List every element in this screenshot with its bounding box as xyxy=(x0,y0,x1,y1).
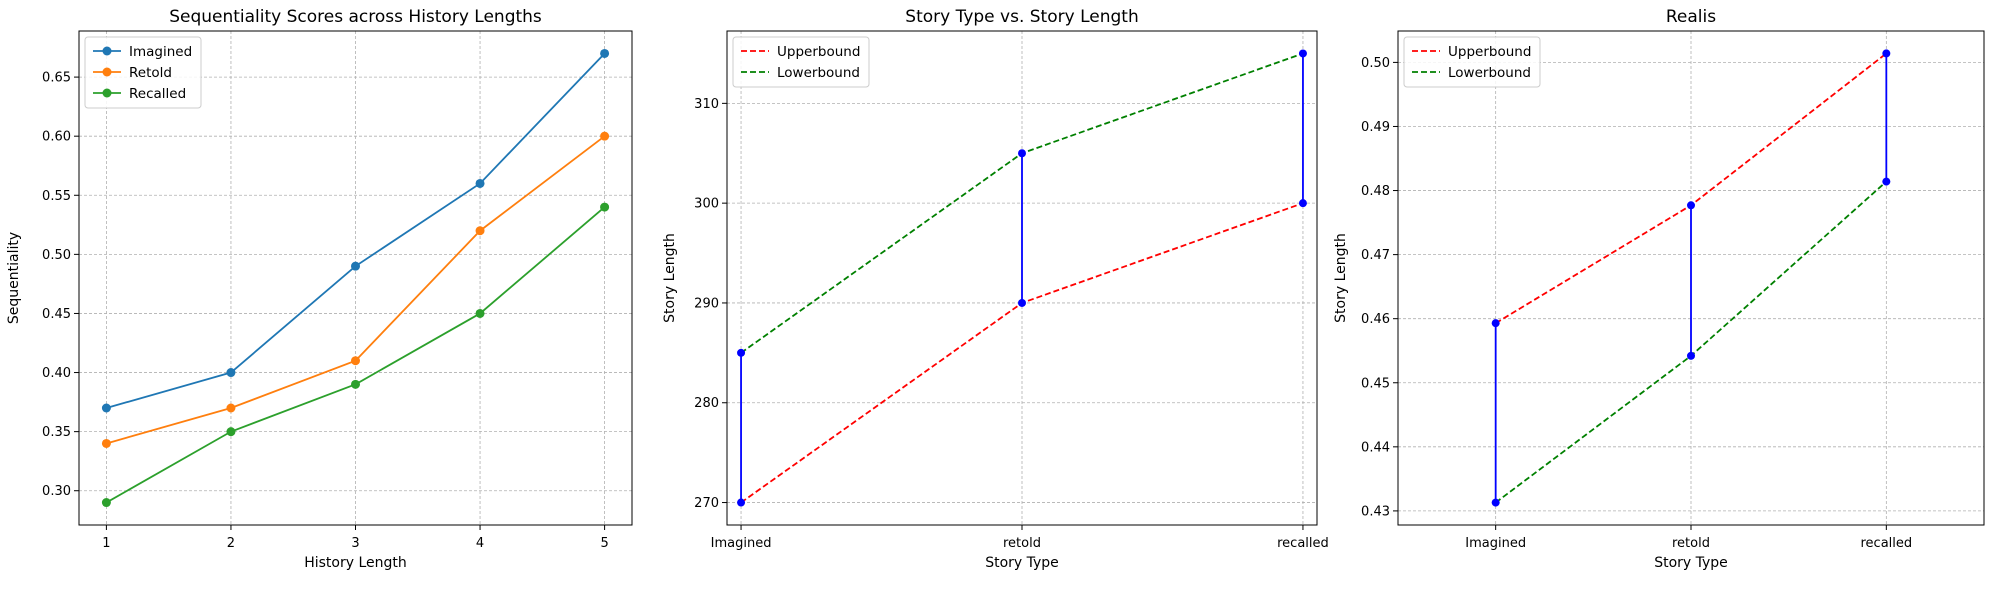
y-tick-label: 0.48 xyxy=(1361,184,1390,199)
y-tick-label: 0.50 xyxy=(1361,56,1390,71)
data-point xyxy=(737,348,746,357)
legend xyxy=(84,36,202,109)
legend-label: Recalled xyxy=(129,86,186,102)
y-tick-label: 0.43 xyxy=(1361,504,1390,519)
data-point xyxy=(1687,351,1695,360)
y-axis-label: Story Length xyxy=(1333,233,1349,323)
chart-3: Imagined retold recalled 0.43 0.44 0.45 0.46 0.… xyxy=(1333,7,1985,571)
y-tick-label: 0.35 xyxy=(42,425,71,440)
x-tick-label: 5 xyxy=(600,536,608,551)
x-tick-label: Imagined xyxy=(711,536,772,551)
y-tick-label: 0.60 xyxy=(42,130,71,145)
y-tick-label: 280 xyxy=(694,396,719,411)
y-tick-label: 0.45 xyxy=(1361,376,1390,391)
x-tick-label: 2 xyxy=(227,536,235,551)
data-point-imagined xyxy=(600,48,610,58)
data-point xyxy=(1882,177,1891,186)
legend-marker xyxy=(102,46,112,56)
legend xyxy=(1403,36,1541,88)
legend-label: Retold xyxy=(129,65,172,81)
x-tick-label: Imagined xyxy=(1465,536,1526,551)
data-point xyxy=(737,498,746,507)
legend xyxy=(732,36,870,88)
y-tick-label: 0.30 xyxy=(42,484,71,499)
chart-title: Realis xyxy=(1666,7,1716,27)
data-point-retold xyxy=(226,403,236,413)
y-tick-label: 0.47 xyxy=(1361,248,1390,263)
y-tick-label: 0.46 xyxy=(1361,312,1390,327)
data-point-retold xyxy=(351,356,360,366)
legend-label: Imagined xyxy=(129,44,192,60)
chart-title: Story Type vs. Story Length xyxy=(905,7,1138,27)
x-axis-label: Story Type xyxy=(1654,555,1728,571)
data-point-retold xyxy=(600,131,610,141)
data-point xyxy=(1687,201,1695,210)
y-tick-label: 0.45 xyxy=(42,307,71,322)
data-point-recalled xyxy=(101,498,111,508)
y-tick-label: 0.65 xyxy=(42,71,71,86)
chart-2: Imagined retold recalled 270 280 290 300 310 Sto… xyxy=(662,7,1329,571)
data-point-recalled xyxy=(351,379,360,389)
x-tick-label: recalled xyxy=(1277,536,1329,551)
x-axis-label: Story Type xyxy=(985,555,1059,571)
legend-marker xyxy=(102,67,112,77)
y-tick-label: 0.44 xyxy=(1361,440,1390,455)
data-point-retold xyxy=(475,226,485,236)
legend-marker xyxy=(102,88,112,98)
data-point-retold xyxy=(101,438,111,448)
chart-1: 1 2 3 4 5 0.30 0.35 0.40 0.45 0.50 0.55 0.60 0.65 Seq… xyxy=(6,7,633,571)
data-point-imagined xyxy=(226,368,236,378)
data-point xyxy=(1298,199,1307,208)
y-tick-label: 290 xyxy=(694,296,719,311)
y-axis-label: Story Length xyxy=(662,233,678,323)
y-tick-label: 300 xyxy=(694,197,719,212)
data-point-imagined xyxy=(351,261,360,271)
y-axis-label: Sequentiality xyxy=(6,232,22,324)
x-tick-label: 1 xyxy=(102,536,110,551)
legend-label: Upperbound xyxy=(777,44,860,60)
x-tick-label: 3 xyxy=(351,536,359,551)
y-tick-label: 0.50 xyxy=(42,248,71,263)
y-tick-label: 0.55 xyxy=(42,189,71,204)
data-point xyxy=(1298,49,1307,58)
data-point xyxy=(1018,149,1026,158)
x-tick-label: retold xyxy=(1003,536,1041,551)
legend-label: Lowerbound xyxy=(777,65,860,81)
data-point xyxy=(1882,49,1891,58)
x-tick-label: recalled xyxy=(1861,536,1913,551)
legend-label: Lowerbound xyxy=(1448,65,1531,81)
data-point xyxy=(1491,498,1500,507)
chart-title: Sequentiality Scores across History Leng… xyxy=(169,7,542,27)
data-point-recalled xyxy=(475,308,485,318)
y-tick-label: 0.49 xyxy=(1361,120,1390,135)
data-point-imagined xyxy=(475,178,485,188)
y-tick-label: 310 xyxy=(694,97,719,112)
data-point-recalled xyxy=(600,202,610,212)
data-point xyxy=(1018,298,1026,307)
data-point-recalled xyxy=(226,427,236,437)
y-tick-label: 0.40 xyxy=(42,366,71,381)
data-point-imagined xyxy=(101,403,111,413)
x-tick-label: 4 xyxy=(476,536,484,551)
legend-label: Upperbound xyxy=(1448,44,1531,60)
y-tick-label: 270 xyxy=(694,496,719,511)
x-tick-label: retold xyxy=(1672,536,1710,551)
x-axis-label: History Length xyxy=(304,555,407,571)
data-point xyxy=(1491,319,1500,328)
